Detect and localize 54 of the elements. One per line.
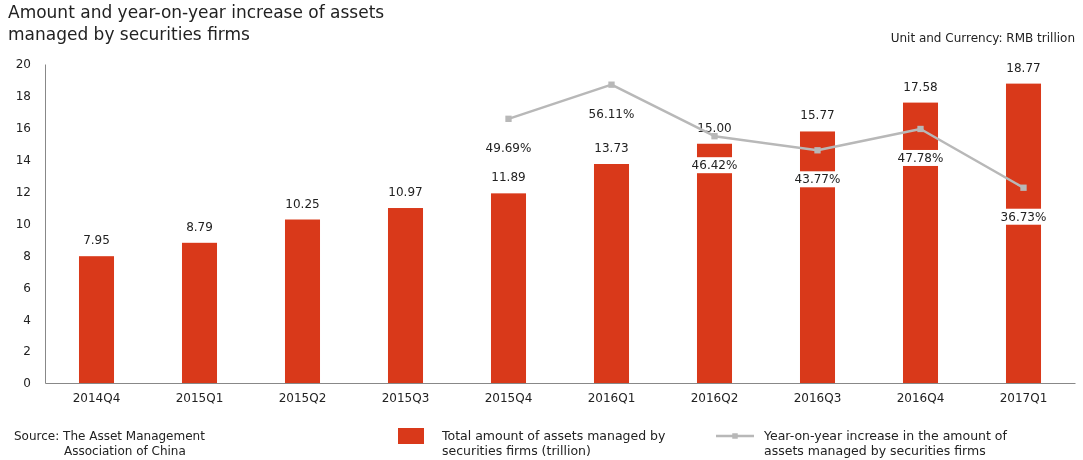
- x-tick-label: 2016Q2: [690, 390, 739, 405]
- data-label: 10.25: [285, 196, 320, 211]
- point: [1020, 184, 1027, 191]
- x-tick-label: 2015Q2: [278, 390, 327, 405]
- data-label: 8.79: [186, 219, 213, 234]
- bar: [78, 256, 115, 383]
- point: [505, 115, 512, 122]
- x-tick-label: 2016Q1: [587, 390, 636, 405]
- y-tick-label: 16: [15, 121, 31, 136]
- y-tick-label: 12: [15, 184, 31, 199]
- legend-label: Total amount of assets managed by securities firms (trillion): [441, 428, 667, 458]
- x-tick-label: 2015Q1: [175, 390, 224, 405]
- point: [608, 81, 615, 88]
- label-ground: 47.78%: [895, 149, 946, 166]
- data-label: 7.95: [83, 233, 110, 248]
- y-tick-label: 4: [23, 312, 31, 327]
- data-label: 11.89: [491, 170, 526, 185]
- chart-title: Amount and year-on-year increase of assets managed by securities firms: [8, 2, 385, 44]
- point: [814, 147, 821, 154]
- y-tick-label: 6: [23, 280, 31, 295]
- bar: [387, 208, 424, 383]
- data-label: 15.00: [697, 120, 732, 135]
- text: Unit and Currency: RMB trillion: [890, 31, 1075, 45]
- label-ground: 49.69%: [483, 139, 534, 156]
- bar: [181, 242, 218, 383]
- legend-label: Year-on-year increase in the amount of assets managed by securities firms: [763, 428, 1008, 458]
- source-note: Source: The Asset Management Association of China: [14, 429, 206, 458]
- y-tick-label: 0: [23, 376, 31, 391]
- x-tick-label: 2016Q3: [793, 390, 842, 405]
- x-tick-label: 2015Q3: [381, 390, 430, 405]
- bar: [284, 219, 321, 383]
- y-tick-label: 10: [15, 216, 31, 231]
- y-tick-label: 18: [15, 89, 31, 104]
- data-label: 15.77: [800, 108, 835, 123]
- x-tick-label: 2017Q1: [999, 390, 1048, 405]
- point: [917, 125, 924, 133]
- label-ground: 56.11%: [586, 105, 637, 122]
- bar: [593, 164, 630, 383]
- bar: [490, 193, 527, 383]
- data-label: 17.58: [903, 79, 938, 94]
- x-tick-label: 2014Q4: [72, 390, 121, 405]
- y-tick-label: 8: [23, 248, 31, 263]
- data-label: 13.73: [594, 141, 629, 156]
- y-tick-label: 20: [15, 57, 31, 72]
- data-label: 18.77: [1006, 60, 1041, 75]
- point: [711, 133, 718, 140]
- label-ground: 46.42%: [689, 157, 740, 174]
- y-tick-label: 14: [15, 153, 31, 168]
- y-tick-label: 2: [23, 344, 31, 359]
- x-tick-label: 2015Q4: [484, 390, 533, 405]
- label-ground: 43.77%: [792, 171, 843, 188]
- x-tick-label: 2016Q4: [896, 390, 945, 405]
- data-label: 10.97: [388, 185, 423, 200]
- label-ground: 36.73%: [998, 208, 1049, 225]
